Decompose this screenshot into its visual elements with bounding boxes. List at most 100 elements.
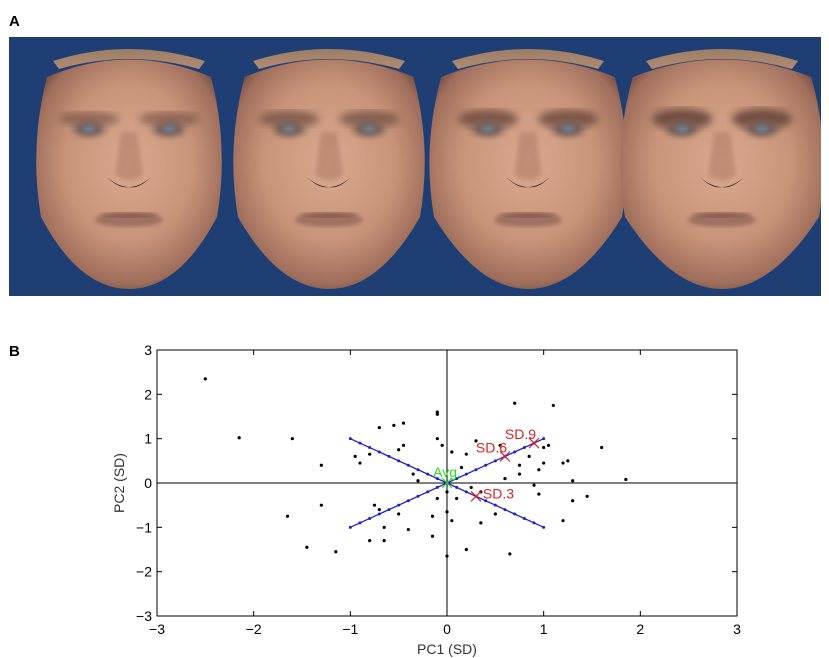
- annotation-marker: [441, 477, 453, 489]
- scatter-point: [445, 490, 449, 494]
- pc-line-marker: [455, 485, 459, 489]
- pc-line-marker: [416, 494, 420, 498]
- scatter-point: [353, 454, 357, 458]
- scatter-point: [382, 525, 386, 529]
- x-tick-label: −3: [149, 621, 165, 637]
- pc-line-marker: [368, 516, 372, 520]
- pc-line-marker: [455, 477, 459, 481]
- x-tick-label: −2: [246, 621, 262, 637]
- x-tick-label: 1: [540, 621, 548, 637]
- hairline: [53, 49, 205, 69]
- scatter-point: [401, 421, 406, 425]
- pc-line-marker: [377, 450, 381, 454]
- lip-line: [299, 212, 359, 218]
- pc-line-marker: [416, 468, 420, 472]
- face-4: [620, 49, 821, 289]
- scatter-point: [537, 492, 541, 496]
- scatter-point: [334, 550, 338, 554]
- lip-line: [99, 212, 159, 218]
- scatter-point: [435, 496, 439, 501]
- pc-line-marker: [503, 508, 507, 512]
- left-eye: [660, 118, 704, 140]
- lip-line: [692, 212, 752, 218]
- annotation-marker: [499, 450, 511, 462]
- scatter-point: [435, 437, 439, 441]
- scatter-point: [305, 545, 309, 549]
- face-3: [429, 49, 627, 289]
- x-tick-label: 2: [636, 621, 644, 637]
- pc-line-marker: [435, 477, 439, 481]
- scatter-point: [435, 412, 439, 416]
- scatter-point: [474, 439, 478, 443]
- pc-line-marker: [358, 521, 362, 525]
- scatter-point: [493, 512, 497, 516]
- pc-line-marker: [358, 441, 362, 445]
- annotation-label: SD.6: [476, 439, 507, 455]
- pc-line-marker: [474, 468, 478, 472]
- right-eye: [147, 118, 191, 140]
- scatter-point: [546, 443, 551, 447]
- y-tick-label: 3: [144, 342, 152, 358]
- pc-line-marker: [493, 459, 497, 463]
- pc-line-marker: [464, 472, 468, 476]
- face-1: [36, 49, 222, 289]
- y-tick-label: −3: [136, 608, 152, 624]
- hairline: [253, 49, 405, 69]
- scatter-point: [430, 534, 435, 538]
- scatter-point: [450, 450, 454, 454]
- pc-line-marker: [522, 446, 526, 450]
- y-tick-label: 2: [144, 386, 152, 402]
- faces-image: [36, 49, 821, 289]
- scatter-point: [237, 436, 241, 440]
- nostrils: [307, 177, 351, 188]
- panel-b-label: B: [9, 343, 20, 360]
- scatter-point: [411, 472, 415, 476]
- scatter-point: [561, 519, 565, 523]
- scatter-point: [455, 496, 459, 501]
- scatter-point: [517, 472, 522, 476]
- pc-line-marker: [522, 516, 526, 520]
- pc-line-marker: [397, 503, 401, 507]
- scatter-point: [498, 443, 502, 447]
- pc-line-marker: [368, 446, 372, 450]
- right-eye: [347, 118, 391, 140]
- scatter-point: [377, 425, 381, 430]
- scatter-point: [503, 476, 507, 481]
- scatter-point: [459, 465, 464, 470]
- scatter-point: [571, 479, 575, 483]
- x-tick-label: 0: [443, 621, 451, 637]
- scatter-point: [585, 494, 589, 498]
- scatter-point: [406, 527, 410, 532]
- scatter-point: [319, 463, 323, 467]
- scatter-point: [517, 463, 522, 467]
- scatter-point: [382, 539, 386, 543]
- scatter-point: [358, 461, 362, 465]
- scatter-point: [416, 479, 420, 483]
- left-eye: [67, 118, 111, 140]
- annotation-label: SD.9: [505, 426, 536, 442]
- scatter-point: [508, 552, 512, 556]
- left-eye: [466, 118, 510, 140]
- nostrils: [107, 177, 151, 188]
- pc-line-marker: [387, 508, 391, 512]
- scatter-plot: −3 −2 −1 0 1 2 3 −3 −2 −1 0 1 2 3 Avg. SD.3 SD.6 SD.9 PC…: [0, 330, 829, 658]
- scatter-point: [435, 410, 439, 414]
- pc-line-marker: [493, 503, 497, 507]
- pc-line-marker: [426, 490, 430, 494]
- hairline: [646, 49, 798, 69]
- x-tick-label: −1: [342, 621, 358, 637]
- pc-line-marker: [542, 525, 546, 529]
- x-tick-label: 3: [733, 621, 741, 637]
- pc-line-marker: [377, 512, 381, 516]
- scatter-point: [285, 514, 290, 518]
- pc-line-marker: [435, 485, 439, 489]
- nose: [315, 132, 343, 180]
- scatter-point: [290, 437, 294, 441]
- scatter-point: [469, 485, 473, 490]
- scatter-point: [377, 508, 381, 512]
- scatter-point: [372, 503, 377, 507]
- pc-line-marker: [542, 437, 546, 441]
- scatter-point: [561, 461, 565, 465]
- annotation-marker: [528, 437, 540, 449]
- scatter-point: [542, 445, 546, 450]
